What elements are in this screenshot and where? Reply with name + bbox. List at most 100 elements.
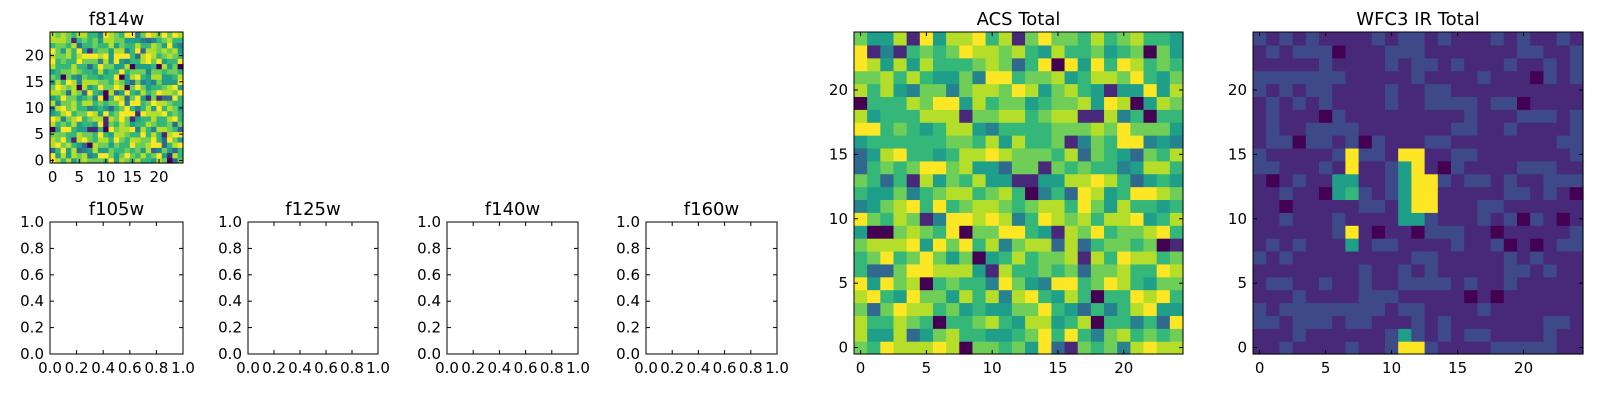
heatmap-cell — [65, 152, 72, 159]
heatmap-cell — [998, 122, 1013, 136]
heatmap-cell — [1025, 328, 1039, 342]
heatmap-cell — [998, 276, 1013, 291]
axes-frame — [49, 31, 184, 164]
heatmap-cell — [906, 57, 921, 72]
heatmap-cell — [946, 96, 960, 110]
heatmap-cell — [1279, 225, 1294, 239]
heatmap-cell — [60, 126, 67, 133]
heatmap-cell — [1517, 122, 1531, 136]
heatmap-cell — [1543, 122, 1558, 136]
heatmap-cell — [108, 37, 115, 44]
heatmap-cell — [1292, 109, 1307, 123]
heatmap-cell — [1424, 263, 1439, 278]
heatmap-cell — [87, 32, 94, 38]
heatmap-cell — [1358, 186, 1373, 201]
heatmap-cell — [1424, 32, 1439, 46]
heatmap-cell — [919, 70, 934, 85]
heatmap-cell — [1345, 109, 1360, 123]
heatmap-cell — [1011, 328, 1026, 342]
heatmap-cell — [50, 115, 56, 122]
heatmap-cell — [1064, 83, 1079, 97]
heatmap-cell — [76, 136, 83, 143]
heatmap-cell — [60, 131, 67, 138]
heatmap-cell — [113, 73, 120, 80]
heatmap-cell — [1371, 315, 1386, 329]
heatmap-cell — [946, 212, 960, 226]
heatmap-cell — [135, 142, 142, 148]
heatmap-cell — [1358, 70, 1373, 85]
heatmap-cell — [172, 58, 179, 65]
heatmap-cell — [959, 328, 974, 342]
heatmap-cell — [946, 250, 960, 265]
heatmap-cell — [124, 58, 131, 65]
heatmap-cell — [50, 126, 56, 133]
heatmap-cell — [946, 328, 960, 342]
heatmap-cell — [998, 109, 1013, 123]
heatmap-cell — [1169, 44, 1184, 59]
heatmap-cell — [108, 63, 115, 70]
heatmap-cell — [81, 37, 88, 44]
heatmap-cell — [1292, 341, 1307, 355]
heatmap-cell — [906, 263, 921, 278]
heatmap-cell — [1530, 302, 1544, 316]
heatmap-cell — [1156, 238, 1171, 252]
heatmap-cell — [1345, 302, 1360, 316]
heatmap-cell — [932, 289, 947, 304]
heatmap-cell — [71, 152, 78, 159]
heatmap-cell — [1305, 315, 1320, 329]
heatmap-cell — [1451, 70, 1465, 85]
heatmap-cell — [65, 42, 72, 49]
heatmap-cell — [1169, 57, 1184, 72]
heatmap-cell — [1143, 109, 1158, 123]
heatmap-cell — [985, 302, 1000, 316]
heatmap-cell — [1011, 57, 1026, 72]
heatmap-cell — [1503, 238, 1518, 252]
heatmap-cell — [129, 126, 136, 133]
heatmap-cell — [919, 225, 934, 239]
heatmap-cell — [1011, 289, 1026, 304]
heatmap-cell — [1077, 83, 1092, 97]
heatmap-cell — [946, 122, 960, 136]
heatmap-cell — [108, 52, 115, 59]
heatmap-cell — [129, 37, 136, 44]
heatmap-cell — [1279, 328, 1294, 342]
heatmap-cell — [1279, 32, 1294, 46]
heatmap-cell — [1517, 173, 1531, 188]
heatmap-cell — [1130, 173, 1145, 188]
heatmap-cell — [1543, 289, 1558, 304]
heatmap-cell — [1117, 263, 1131, 278]
heatmap-cell — [932, 315, 947, 329]
heatmap-cell — [1451, 44, 1465, 59]
heatmap-cell — [972, 238, 987, 252]
heatmap-cell — [76, 100, 83, 106]
heatmap-cell — [1569, 328, 1584, 342]
heatmap-cell — [959, 160, 974, 175]
heatmap-cell — [60, 115, 67, 122]
heatmap-cell — [932, 225, 947, 239]
heatmap-cell — [1064, 341, 1079, 355]
heatmap-cell — [71, 100, 78, 106]
heatmap-cell — [87, 94, 94, 101]
heatmap-cell — [65, 52, 72, 59]
heatmap-cell — [1064, 186, 1079, 201]
heatmap-cell — [60, 84, 67, 91]
heatmap-cell — [1305, 173, 1320, 188]
heatmap-cell — [932, 122, 947, 136]
heatmap-cell — [1477, 212, 1492, 226]
heatmap-cell — [959, 263, 974, 278]
heatmap-cell — [92, 94, 99, 101]
heatmap-cell — [156, 94, 163, 101]
heatmap-cell — [919, 238, 934, 252]
heatmap-cell — [97, 126, 104, 133]
heatmap-cell — [1305, 341, 1320, 355]
heatmap-cell — [1358, 315, 1373, 329]
heatmap-cell — [1332, 289, 1346, 304]
heatmap-cell — [177, 89, 184, 96]
heatmap-cell — [1371, 263, 1386, 278]
heatmap-cell — [97, 58, 104, 65]
heatmap-cell — [1464, 199, 1478, 213]
heatmap-cell — [119, 126, 126, 133]
heatmap-cell — [1025, 44, 1039, 59]
heatmap-cell — [932, 96, 947, 110]
heatmap-cell — [172, 32, 179, 38]
